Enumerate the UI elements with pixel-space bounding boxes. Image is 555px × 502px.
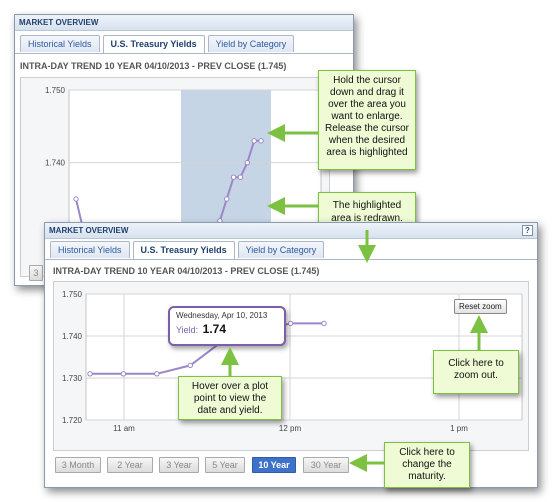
tooltip-yield-label: Yield: [176,325,199,335]
x-tick-label: 1 pm [450,424,468,433]
x-tick-label: 11 am [113,424,135,433]
back-maturity-button-partial[interactable]: 3 [29,265,43,281]
data-point[interactable] [251,138,257,144]
maturity-callout: Click here to change the maturity. [384,442,470,488]
data-point[interactable] [237,174,244,180]
data-point[interactable] [287,320,294,327]
data-point[interactable] [187,362,193,369]
yield-tooltip: Wednesday, Apr 10, 2013 Yield: 1.74 [168,306,286,346]
reset-zoom-button[interactable]: Reset zoom [454,299,507,314]
maturity-button-10-year[interactable]: 10 Year [252,457,296,473]
back-tab-bar: Historical Yields U.S. Treasury Yields Y… [20,35,295,53]
y-tick-label: 1.730 [62,374,83,383]
front-tab-bar: Historical Yields U.S. Treasury Yields Y… [50,241,325,259]
maturity-button-2-year[interactable]: 2 Year [107,457,153,473]
back-tab-yield-by-category[interactable]: Yield by Category [207,35,295,52]
y-tick-label: 1.740 [45,159,66,168]
data-point[interactable] [230,174,237,180]
y-tick-label: 1.720 [62,416,83,425]
data-point[interactable] [244,159,250,166]
front-chart-area[interactable]: 1.750 1.740 1.730 1.720 11 am 12 pm 1 pm [53,281,529,451]
front-chart-title: INTRA-DAY TREND 10 YEAR 04/10/2013 - PRE… [53,266,320,276]
tooltip-yield-value: 1.74 [202,322,226,336]
maturity-button-3-year[interactable]: 3 Year [159,457,199,473]
data-point[interactable] [224,196,230,202]
maturity-button-5-year[interactable]: 5 Year [205,457,245,473]
data-point[interactable] [154,371,160,377]
y-tick-label: 1.750 [45,86,66,95]
tooltip-date: Wednesday, Apr 10, 2013 [176,311,268,320]
data-point[interactable] [258,138,264,144]
front-tab-us-treasury-yields[interactable]: U.S. Treasury Yields [132,241,235,259]
data-point[interactable] [321,320,327,327]
back-tab-us-treasury-yields[interactable]: U.S. Treasury Yields [102,35,205,53]
data-point[interactable] [120,371,127,377]
maturity-button-3-month[interactable]: 3 Month [55,457,101,473]
front-panel-header: MARKET OVERVIEW [45,223,537,239]
maturity-button-30-year[interactable]: 30 Year [303,457,349,473]
hover-callout: Hover over a plot point to view the date… [178,376,282,420]
back-chart-title: INTRA-DAY TREND 10 YEAR 04/10/2013 - PRE… [20,61,287,71]
zoom-out-callout: Click here to zoom out. [433,350,519,394]
front-tab-yield-by-category[interactable]: Yield by Category [237,241,325,258]
help-icon[interactable]: ? [522,225,533,236]
back-panel-header: MARKET OVERVIEW [15,15,353,31]
y-tick-label: 1.750 [62,290,83,299]
back-tab-historical-yields[interactable]: Historical Yields [20,35,100,52]
x-tick-label: 12 pm [279,424,302,433]
front-tab-historical-yields[interactable]: Historical Yields [50,241,130,258]
data-point[interactable] [73,196,79,202]
drag-instruction-callout: Hold the cursor down and drag it over th… [318,70,416,170]
data-point[interactable] [87,371,93,377]
y-tick-label: 1.740 [62,332,83,341]
